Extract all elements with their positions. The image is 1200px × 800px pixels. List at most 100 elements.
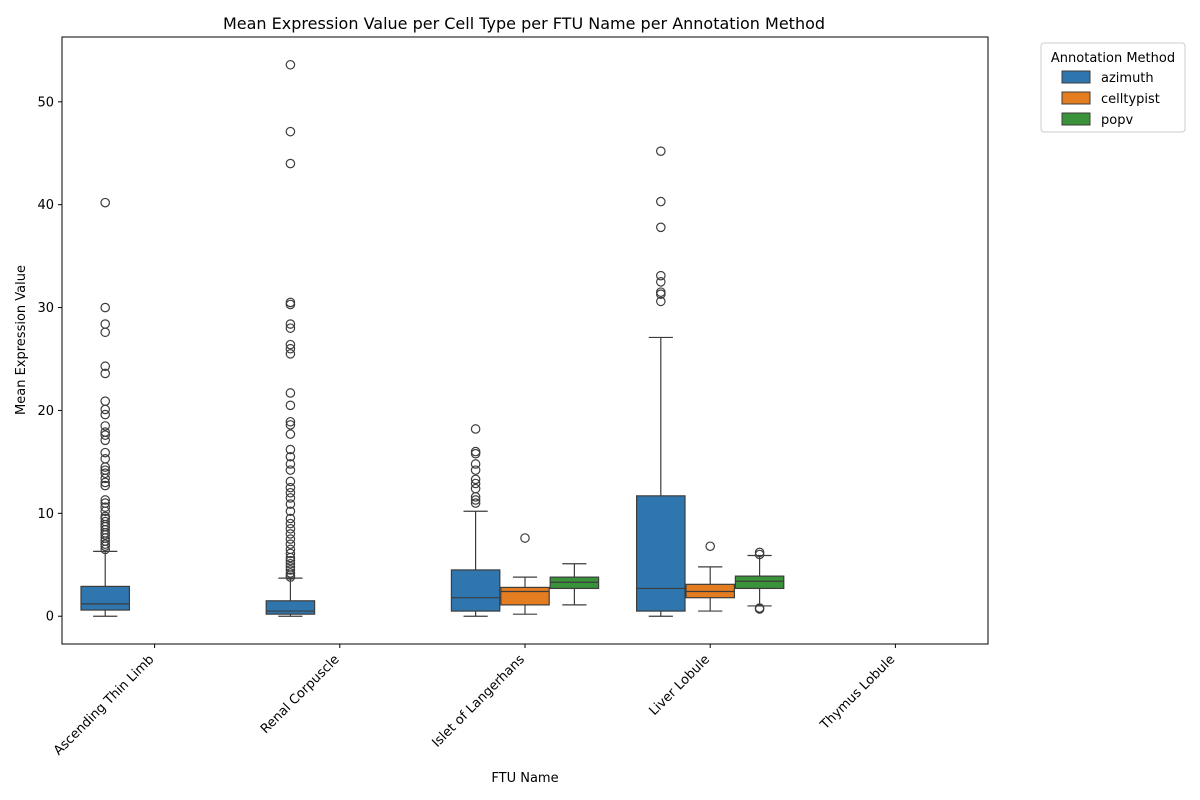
legend-items: azimuth celltypist popv xyxy=(1061,70,1160,128)
box-group-azimuth-liver-lobule xyxy=(636,146,686,617)
outlier-point xyxy=(100,327,111,338)
outlier-point xyxy=(100,430,111,440)
x-tick-label: Islet of Langerhans xyxy=(429,652,528,751)
outlier-point xyxy=(285,429,296,439)
outlier-point xyxy=(100,409,111,420)
legend-frame xyxy=(1040,42,1186,133)
outlier-point xyxy=(285,534,296,544)
x-tick-label: Liver Lobule xyxy=(646,652,713,719)
legend-label-celltypist: celltypist xyxy=(1101,92,1160,107)
axes: 0 10 20 30 40 50 Ascending Thin Limb Renal Corp… xyxy=(37,95,898,758)
outlier-point xyxy=(100,197,111,208)
outlier-point xyxy=(470,446,481,457)
outlier-point xyxy=(285,487,296,498)
outlier-point xyxy=(470,465,481,475)
outlier-point xyxy=(656,146,666,156)
box-group-azimuth-ascending-thin-limb xyxy=(80,197,131,617)
outlier-point xyxy=(100,368,111,379)
outlier-point xyxy=(285,562,296,572)
y-tick-label: 20 xyxy=(37,404,54,419)
outlier-point xyxy=(285,323,296,333)
outlier-point xyxy=(285,493,296,503)
outlier-point xyxy=(470,459,481,469)
outlier-point xyxy=(470,478,481,489)
outlier-point xyxy=(754,603,765,613)
box-group-celltypist-islet-of-langerhans xyxy=(500,533,550,615)
x-axis-title: FTU Name xyxy=(491,771,558,786)
outlier-point xyxy=(285,568,296,578)
outlier-point xyxy=(285,158,296,169)
y-tick-label: 50 xyxy=(37,95,54,110)
outlier-point xyxy=(285,451,296,462)
outlier-point xyxy=(285,339,296,350)
outlier-point xyxy=(285,126,296,137)
outlier-point xyxy=(285,297,296,308)
box-iqr xyxy=(265,600,316,615)
outlier-point xyxy=(100,477,111,488)
outlier-point xyxy=(656,287,666,297)
outlier-point xyxy=(100,302,111,313)
outlier-point xyxy=(470,424,481,434)
box-group-popv-islet-of-langerhans xyxy=(549,563,600,606)
outlier-point xyxy=(470,448,481,459)
outlier-point xyxy=(285,565,296,575)
outlier-point xyxy=(285,555,296,566)
outlier-point xyxy=(285,513,296,524)
outlier-point xyxy=(285,482,296,493)
outlier-point xyxy=(285,349,296,359)
outlier-point xyxy=(285,558,296,569)
outlier-point xyxy=(285,459,296,469)
box-group-azimuth-renal-corpuscle xyxy=(265,59,316,617)
outlier-point xyxy=(520,533,530,543)
box-iqr xyxy=(734,575,785,590)
y-tick-label: 40 xyxy=(37,198,54,213)
outlier-point xyxy=(705,541,715,552)
legend-swatch-popv xyxy=(1061,112,1091,126)
outlier-point xyxy=(285,59,296,70)
outlier-point xyxy=(285,518,296,529)
box-group-popv-liver-lobule xyxy=(734,547,785,614)
y-tick-label: 30 xyxy=(37,301,54,316)
outlier-point xyxy=(100,511,111,522)
outlier-point xyxy=(470,483,481,494)
outlier-point xyxy=(285,539,296,550)
outlier-point xyxy=(285,465,296,475)
outlier-point xyxy=(100,447,111,458)
outlier-point xyxy=(100,468,111,479)
y-axis-title: Mean Expression Value xyxy=(14,265,29,415)
outlier-point xyxy=(285,476,296,487)
outlier-point xyxy=(100,502,111,512)
outlier-point xyxy=(100,539,111,550)
outlier-point xyxy=(100,498,111,508)
outlier-point xyxy=(285,299,296,310)
outlier-point xyxy=(470,495,481,505)
outlier-point xyxy=(100,319,111,329)
outlier-point xyxy=(100,465,111,475)
plot-frame xyxy=(61,36,989,645)
box-iqr xyxy=(450,569,501,612)
outlier-point xyxy=(100,454,111,464)
outlier-point xyxy=(100,480,111,491)
legend-title: Annotation Method xyxy=(1051,51,1175,66)
box-iqr xyxy=(636,495,686,612)
outlier-point xyxy=(100,361,111,372)
legend-label-popv: popv xyxy=(1101,113,1133,128)
chart-title: Mean Expression Value per Cell Type per … xyxy=(223,14,825,33)
outlier-point xyxy=(656,196,666,207)
box-group-celltypist-liver-lobule xyxy=(685,541,735,612)
outlier-point xyxy=(656,270,666,281)
y-tick-label: 0 xyxy=(46,610,54,625)
outlier-point xyxy=(285,548,296,559)
outlier-point xyxy=(285,400,296,411)
outlier-point xyxy=(656,222,666,233)
outlier-point xyxy=(754,547,765,558)
outlier-point xyxy=(656,296,666,307)
outlier-point xyxy=(100,516,111,527)
outlier-point xyxy=(470,498,481,508)
outlier-point xyxy=(285,523,296,534)
box-group-azimuth-islet-of-langerhans xyxy=(450,424,501,617)
outlier-point xyxy=(285,343,296,354)
box-iqr xyxy=(80,585,131,611)
